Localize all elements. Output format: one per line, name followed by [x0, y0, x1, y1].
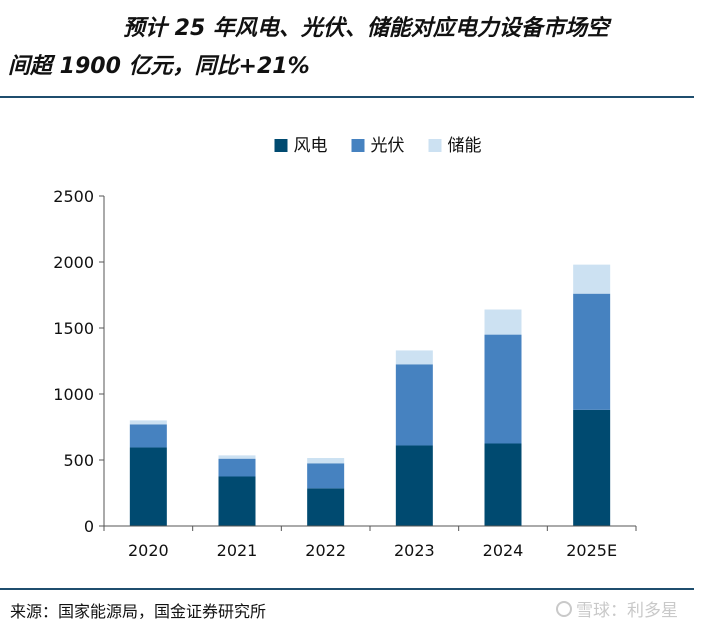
- x-tick-label: 2024: [483, 541, 524, 560]
- legend-swatch-solar: [351, 139, 365, 152]
- legend-label-storage: 储能: [448, 136, 482, 156]
- axes-group: 0 500 1000 1500 2000 2500 2020 2021 2022 2023 2024…: [53, 187, 637, 560]
- title-line-2: 间超 1900 亿元，同比+21%: [8, 54, 310, 79]
- y-tick-label: 500: [63, 451, 94, 470]
- bar-solar-2020: [129, 424, 167, 448]
- x-tick-label: 2023: [394, 541, 435, 560]
- y-tick-label: 1500: [53, 319, 94, 338]
- bar-solar-2024: [484, 334, 522, 444]
- legend-swatch-wind: [274, 139, 288, 152]
- bar-solar-2021: [218, 458, 256, 477]
- bar-wind-2022: [307, 488, 345, 526]
- bar-wind-2020: [129, 447, 167, 526]
- bar-storage-2025E: [573, 264, 611, 294]
- bar-storage-2020: [129, 420, 167, 425]
- bar-storage-2023: [395, 350, 433, 365]
- legend-label-wind: 风电: [294, 136, 328, 156]
- bars-group: [129, 264, 611, 526]
- bottom-divider: [0, 588, 694, 590]
- y-tick-label: 2500: [53, 187, 94, 206]
- legend: 风电 光伏 储能: [274, 136, 482, 156]
- legend-swatch-storage: [428, 139, 442, 152]
- bar-wind-2025E: [573, 409, 611, 526]
- x-tick-label: 2025E: [566, 541, 617, 560]
- source-note: 来源：国家能源局，国金证券研究所: [10, 602, 267, 621]
- bar-wind-2023: [395, 445, 433, 526]
- xueqiu-logo-icon: [556, 600, 572, 617]
- x-tick-label: 2021: [217, 541, 258, 560]
- bar-solar-2022: [307, 463, 345, 489]
- x-tick-label: 2020: [128, 541, 169, 560]
- title-line-1: 预计 25 年风电、光伏、储能对应电力设备市场空: [123, 16, 609, 41]
- bar-wind-2024: [484, 443, 522, 526]
- bar-wind-2021: [218, 476, 256, 526]
- y-tick-label: 0: [84, 517, 94, 536]
- bar-solar-2025E: [573, 293, 611, 410]
- bar-storage-2022: [307, 458, 345, 464]
- stacked-bar-chart: 风电 光伏 储能 0 500 1000 1500 2000 2500 2020 2021 2022 2…: [53, 136, 637, 560]
- watermark: 雪球：利多星: [556, 596, 678, 621]
- bar-solar-2023: [395, 364, 433, 446]
- bar-storage-2024: [484, 309, 522, 335]
- top-divider: [0, 96, 694, 98]
- y-tick-label: 2000: [53, 253, 94, 272]
- x-tick-label: 2022: [305, 541, 346, 560]
- bar-storage-2021: [218, 455, 256, 459]
- chart-title: 预计 25 年风电、光伏、储能对应电力设备市场空 间超 1900 亿元，同比+2…: [8, 10, 708, 86]
- legend-label-solar: 光伏: [371, 136, 405, 156]
- watermark-text: 雪球：利多星: [576, 601, 678, 621]
- y-tick-label: 1000: [53, 385, 94, 404]
